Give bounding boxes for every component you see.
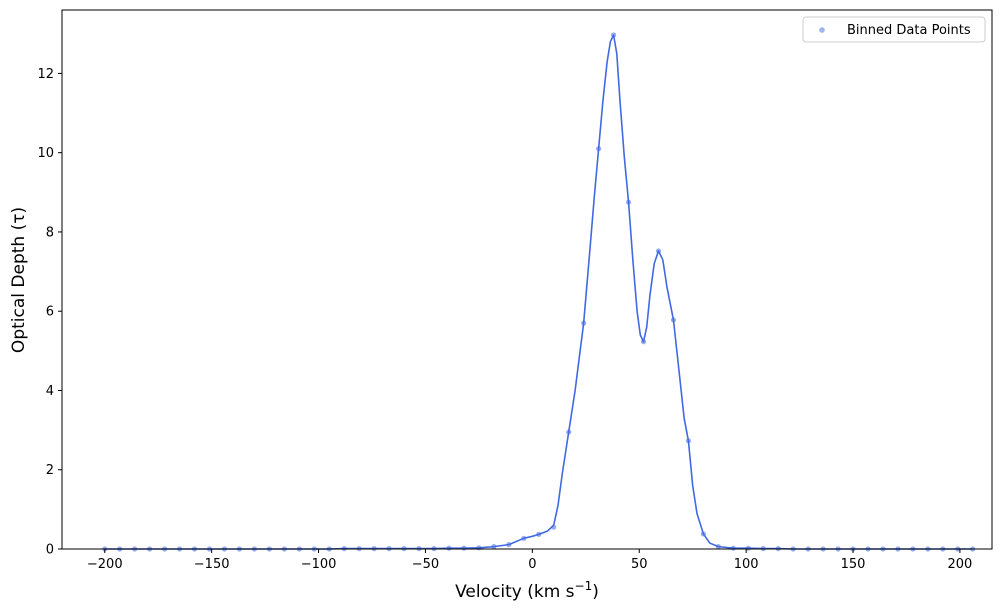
x-tick-label: 0 — [528, 557, 536, 572]
y-tick-label: 4 — [46, 384, 54, 399]
y-axis-title: Optical Depth (τ) — [9, 207, 29, 353]
data-point — [491, 544, 497, 550]
legend-label: Binned Data Points — [847, 23, 971, 38]
x-axis-title-close: ) — [592, 582, 599, 602]
y-tick-label: 2 — [46, 463, 54, 478]
x-axis-title-superscript: −1 — [575, 579, 593, 593]
x-tick-label: −50 — [412, 557, 439, 572]
data-point — [551, 524, 557, 530]
data-point — [461, 545, 467, 551]
data-point — [685, 438, 692, 444]
data-point — [566, 429, 572, 435]
y-tick-label: 10 — [37, 146, 54, 161]
x-tick-label: 200 — [948, 557, 973, 572]
legend-box — [802, 16, 986, 43]
data-point — [625, 199, 632, 205]
data-point — [715, 544, 721, 550]
legend-marker — [819, 27, 825, 33]
x-tick-label: 100 — [734, 557, 759, 572]
data-point — [640, 339, 647, 345]
data-point — [745, 545, 751, 551]
x-axis-title-main: Velocity (km s — [455, 582, 575, 602]
data-point — [670, 317, 677, 323]
data-point — [581, 320, 587, 326]
y-tick-label: 8 — [46, 225, 54, 240]
data-point — [610, 32, 617, 38]
x-tick-label: 150 — [841, 557, 866, 572]
data-point — [506, 542, 512, 548]
x-axis-title: Velocity (km s−1) — [455, 579, 599, 602]
x-tick-label: −100 — [301, 557, 337, 572]
x-axis-ticks: −200 −150 −100 −50 0 50 100 150 200 — [87, 549, 972, 572]
y-tick-label: 12 — [37, 67, 54, 82]
y-tick-label: 0 — [46, 543, 54, 558]
plot-frame — [61, 9, 993, 550]
y-tick-label: 6 — [46, 305, 54, 320]
y-axis-ticks: 0 2 4 6 8 10 12 — [37, 67, 62, 558]
data-point — [521, 535, 527, 541]
data-point — [476, 545, 482, 551]
data-point — [730, 545, 736, 551]
data-point — [446, 545, 452, 551]
data-point — [596, 146, 602, 152]
x-tick-label: 50 — [631, 557, 648, 572]
legend: Binned Data Points — [802, 16, 986, 43]
data-point — [700, 531, 706, 537]
data-point — [536, 531, 542, 537]
x-tick-label: −150 — [194, 557, 230, 572]
x-tick-label: −200 — [87, 557, 123, 572]
data-point — [655, 248, 662, 254]
